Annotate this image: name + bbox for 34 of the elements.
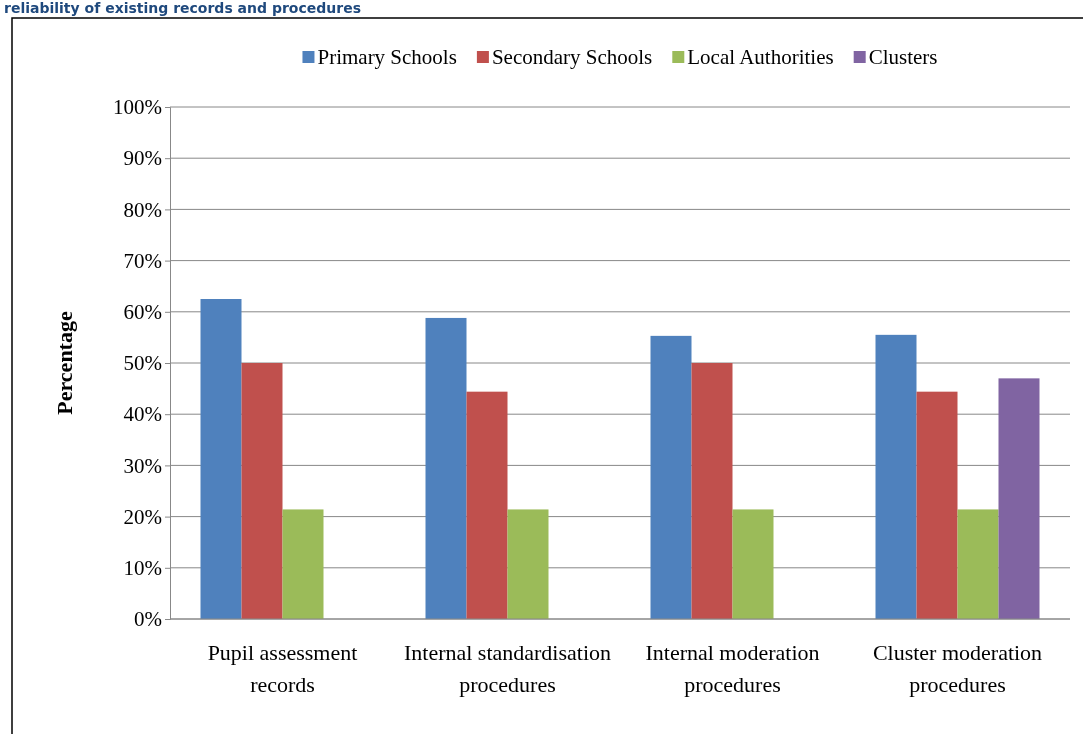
legend-label: Clusters xyxy=(868,45,938,69)
bar xyxy=(241,363,283,619)
x-tick-label: Cluster moderation procedures xyxy=(872,640,1043,697)
bar xyxy=(425,317,467,619)
y-tick-label: 90% xyxy=(123,146,162,171)
x-tick-label: Internal moderation procedures xyxy=(645,640,820,697)
bar xyxy=(200,299,242,619)
x-tick-label: Internal standardisation procedures xyxy=(403,640,612,697)
y-tick-label: 20% xyxy=(123,504,162,529)
bar xyxy=(916,391,958,619)
y-tick-label: 40% xyxy=(123,402,162,427)
x-tick-label: Pupil assessment records xyxy=(207,640,358,697)
bar xyxy=(691,363,733,619)
y-axis-title: Percentage xyxy=(52,311,77,415)
bar xyxy=(466,391,508,619)
bar xyxy=(507,509,549,619)
y-tick-label: 60% xyxy=(123,300,162,325)
y-tick-label: 70% xyxy=(123,248,162,273)
bar xyxy=(282,509,324,619)
bar xyxy=(650,335,692,619)
y-tick-label: 100% xyxy=(113,95,162,120)
bar xyxy=(732,509,774,619)
bar xyxy=(875,334,917,619)
y-tick-label: 50% xyxy=(123,351,162,376)
legend-label: Local Authorities xyxy=(687,45,834,69)
bar xyxy=(957,509,999,619)
legend-label: Primary Schools xyxy=(317,45,457,69)
legend-label: Secondary Schools xyxy=(491,45,653,69)
y-tick-label: 10% xyxy=(123,556,162,581)
chart-title: reliability of existing records and procedures xyxy=(4,0,361,16)
y-tick-label: 30% xyxy=(123,453,162,478)
y-tick-label: 0% xyxy=(134,607,162,632)
bar xyxy=(998,378,1040,619)
y-tick-label: 80% xyxy=(123,197,162,222)
